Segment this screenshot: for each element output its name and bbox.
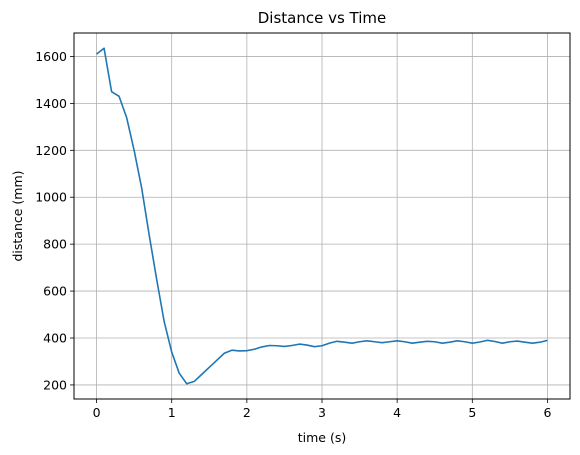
ticks: 0 1 2 3 4 5 6 200 400 600 800 1000 1200 1400 1600 [35,49,551,420]
y-tick-label: 1600 [35,49,67,64]
chart-title: Distance vs Time [258,9,387,27]
y-tick-label: 200 [43,377,67,392]
x-tick-label: 2 [243,405,251,420]
x-tick-label: 0 [93,405,101,420]
x-tick-label: 4 [393,405,401,420]
x-tick-label: 5 [468,405,476,420]
grid [74,33,570,399]
y-tick-label: 600 [43,284,67,299]
y-axis-label: distance (mm) [10,170,25,261]
series-layer [96,47,548,385]
series-line [96,47,548,385]
y-tick-label: 1000 [35,190,67,205]
y-tick-label: 400 [43,331,67,346]
y-tick-label: 800 [43,237,67,252]
x-axis-label: time (s) [298,430,346,445]
x-tick-label: 6 [543,405,551,420]
y-tick-label: 1400 [35,96,67,111]
y-tick-label: 1200 [35,143,67,158]
x-tick-label: 3 [318,405,326,420]
x-tick-label: 1 [168,405,176,420]
